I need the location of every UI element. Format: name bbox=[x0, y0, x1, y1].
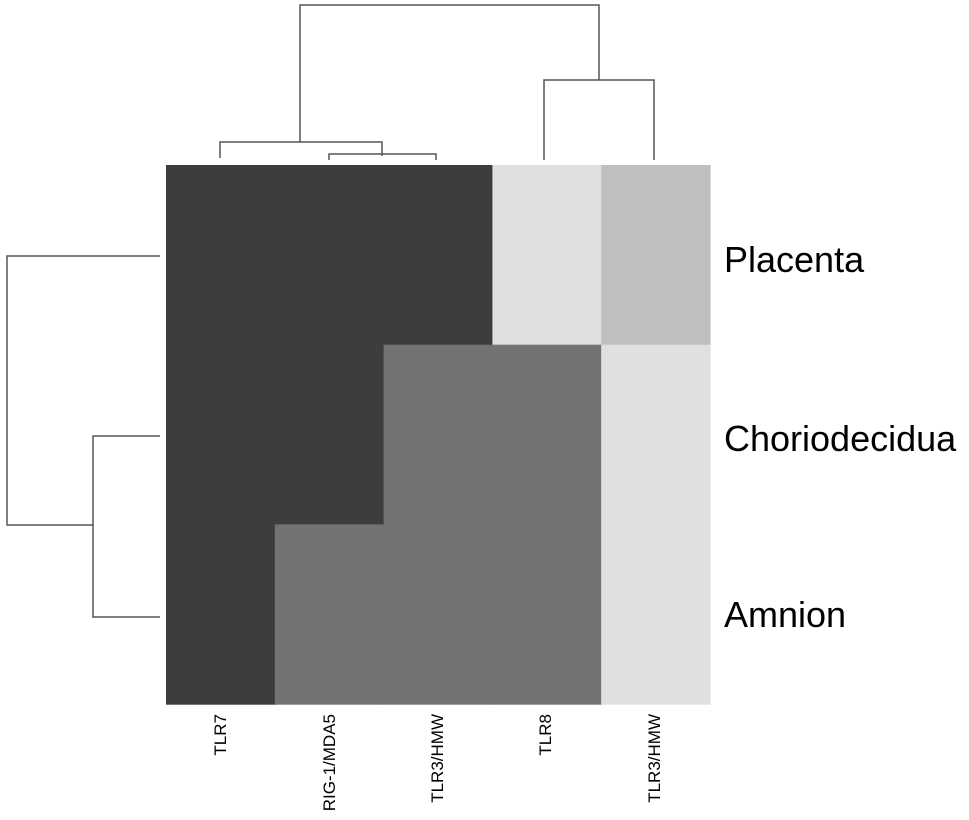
heatmap-cell-r1-c3 bbox=[492, 344, 602, 525]
heatmap-cell-r1-c2 bbox=[383, 344, 493, 525]
heatmap-cell-r2-c3 bbox=[492, 524, 602, 705]
row-dendro-merge-chorio-amnion bbox=[92, 435, 160, 618]
heatmap-cell-r0-c4 bbox=[601, 165, 711, 346]
heatmap-cell-r0-c0 bbox=[166, 165, 276, 346]
heatmap-cell-r2-c4 bbox=[601, 524, 711, 705]
row-dendrogram bbox=[6, 255, 160, 618]
col-dendro-root bbox=[299, 4, 600, 142]
heatmap-cells bbox=[166, 165, 711, 705]
col-dendro-merge-tlr7-group bbox=[219, 141, 383, 158]
col-dendro-merge-tlr8-tlr3 bbox=[543, 79, 655, 160]
heatmap-cell-r1-c4 bbox=[601, 344, 711, 525]
heatmap-cell-r2-c0 bbox=[166, 524, 276, 705]
heatmap-cell-r2-c1 bbox=[274, 524, 385, 705]
heatmap-cell-r2-c2 bbox=[383, 524, 493, 705]
col-dendro-merge-rig1-tlr3 bbox=[328, 153, 437, 160]
heatmap-cell-r0-c3 bbox=[492, 165, 602, 346]
col-label-tlr7: TLR7 bbox=[211, 714, 230, 756]
row-label-amnion: Amnion bbox=[724, 594, 846, 635]
column-dendrogram bbox=[219, 4, 655, 160]
col-label-tlr3-hmw-1: TLR3/HMW bbox=[428, 714, 447, 803]
row-label-choriodecidua: Choriodecidua bbox=[724, 418, 957, 459]
row-dendro-root bbox=[6, 255, 160, 526]
col-label-tlr3-hmw-2: TLR3/HMW bbox=[645, 714, 664, 803]
heatmap-cell-r1-c1 bbox=[274, 344, 385, 525]
heatmap-cell-r1-c0 bbox=[166, 344, 276, 525]
col-label-tlr8: TLR8 bbox=[536, 714, 555, 756]
heatmap-cell-r0-c1 bbox=[274, 165, 385, 346]
heatmap-cell-r0-c2 bbox=[383, 165, 493, 346]
row-label-placenta: Placenta bbox=[724, 239, 865, 280]
col-label-rig1-mda5: RIG-1/MDA5 bbox=[320, 714, 339, 811]
